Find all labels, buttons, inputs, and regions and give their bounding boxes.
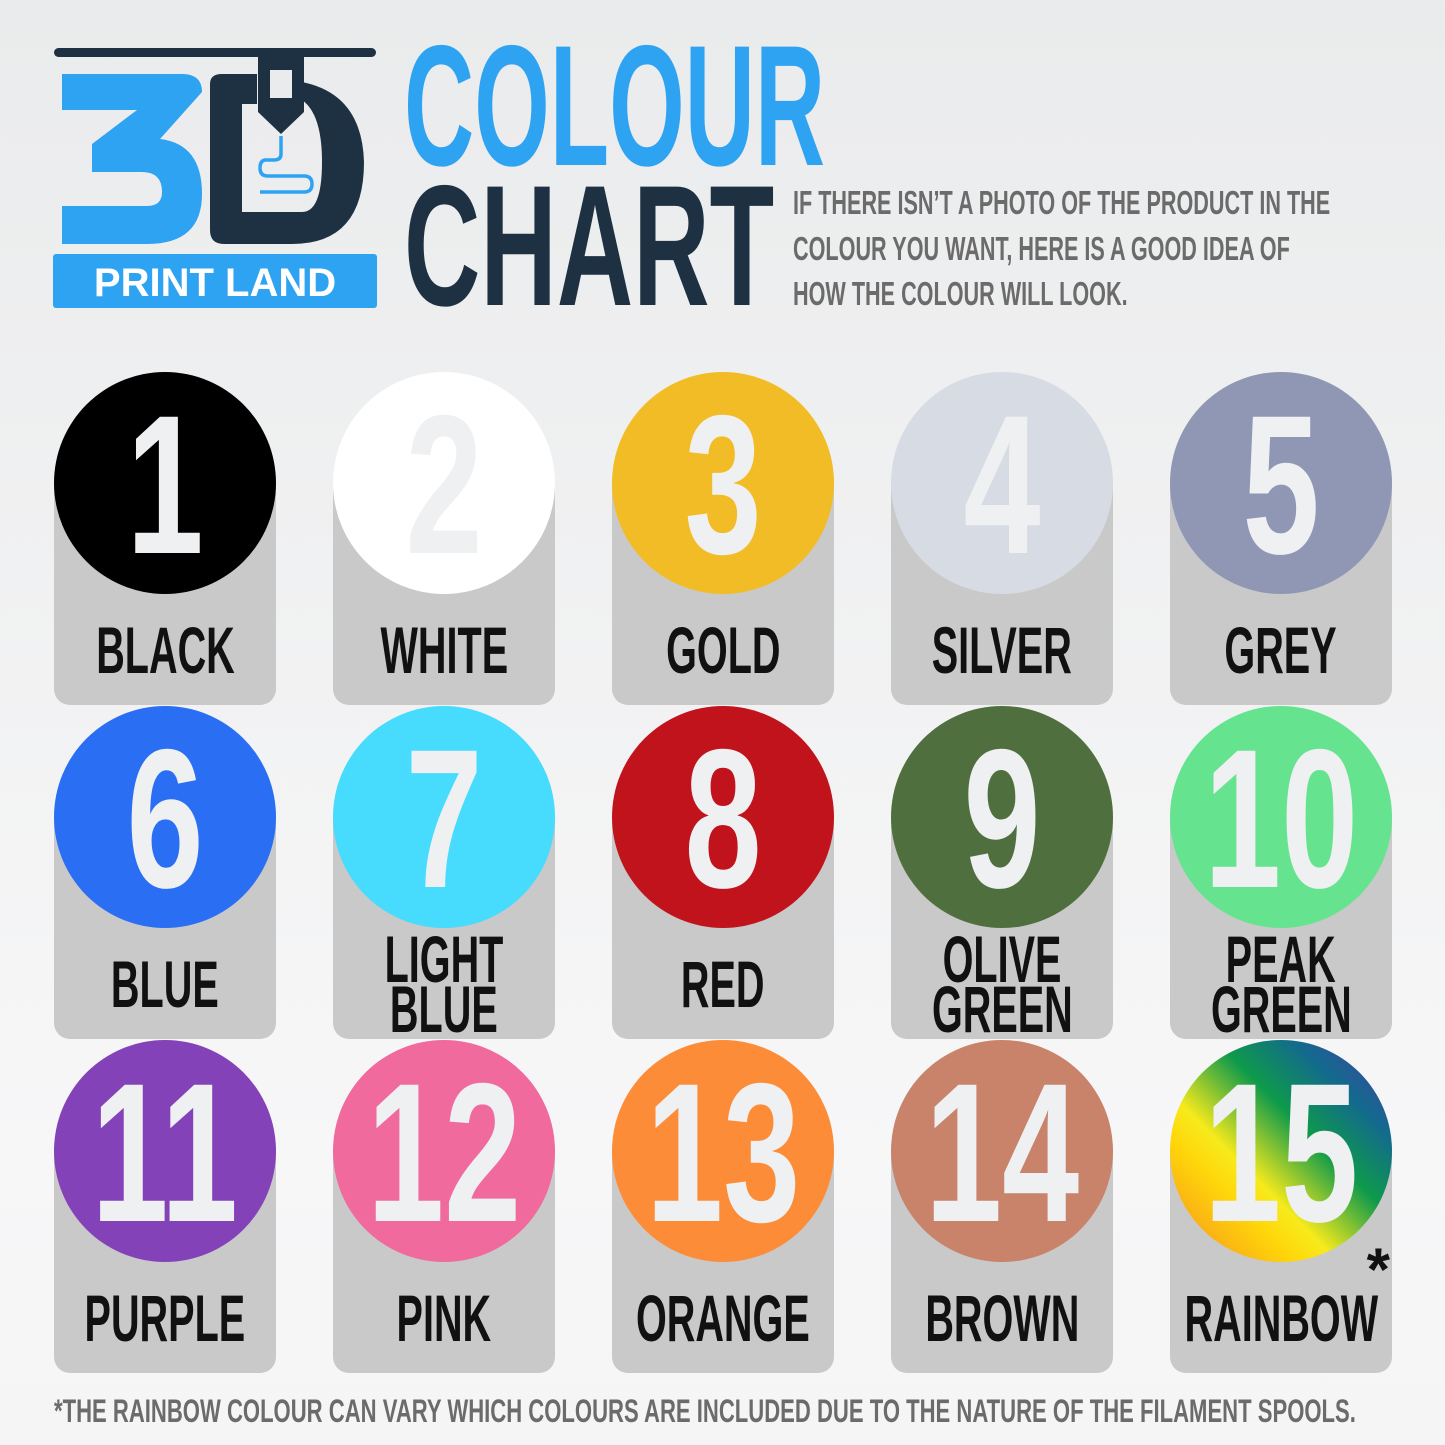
- asterisk: *: [1366, 1236, 1390, 1303]
- colour-card-silver: 4 SILVER: [891, 372, 1113, 705]
- colour-card-orange: 13 ORANGE: [612, 1040, 834, 1373]
- colour-card-white: 2 WHITE: [333, 372, 555, 705]
- colour-label: WHITE: [313, 594, 575, 705]
- colour-number: 2: [405, 374, 483, 594]
- colour-number: 6: [126, 708, 204, 928]
- colour-label-line: GOLD: [665, 612, 781, 687]
- colour-swatch: 11: [54, 1040, 276, 1262]
- colour-swatch: 4: [891, 372, 1113, 594]
- colour-card-brown: 14 BROWN: [891, 1040, 1113, 1373]
- colour-label: GOLD: [592, 594, 854, 705]
- colour-label: PINK: [313, 1262, 575, 1373]
- colour-label: GREY: [1150, 594, 1412, 705]
- colour-label-line: PEAK: [1225, 921, 1337, 996]
- colour-card-purple: 11 PURPLE: [54, 1040, 276, 1373]
- colour-label-line: ORANGE: [636, 1280, 810, 1355]
- colour-label-line: BLUE: [111, 946, 219, 1021]
- colour-swatch: 9: [891, 706, 1113, 928]
- colour-label-line: LIGHT: [384, 921, 504, 996]
- colour-swatch: 1: [54, 372, 276, 594]
- colour-swatch: 14: [891, 1040, 1113, 1262]
- colour-label: ORANGE: [592, 1262, 854, 1373]
- title-chart: CHART: [404, 150, 775, 342]
- colour-card-pink: 12 PINK: [333, 1040, 555, 1373]
- colour-swatch: 3: [612, 372, 834, 594]
- footnote: *THE RAINBOW COLOUR CAN VARY WHICH COLOU…: [54, 1393, 1356, 1429]
- colour-swatch: 13: [612, 1040, 834, 1262]
- colour-label-line: BROWN: [925, 1280, 1079, 1355]
- colour-label: BROWN: [871, 1262, 1133, 1373]
- colour-number: 4: [963, 374, 1041, 594]
- colour-label-line: PURPLE: [84, 1280, 246, 1355]
- colour-number: 5: [1242, 374, 1320, 594]
- colour-label-line: RED: [681, 946, 765, 1021]
- colour-number: 1: [126, 374, 204, 594]
- subtitle-line: HOW THE COLOUR WILL LOOK.: [793, 275, 1128, 312]
- subtitle-line: IF THERE ISN’T A PHOTO OF THE PRODUCT IN…: [793, 184, 1331, 221]
- subtitle: IF THERE ISN’T A PHOTO OF THE PRODUCT IN…: [793, 180, 1445, 317]
- colour-label: PEAK GREEN: [1150, 921, 1412, 1046]
- colour-number: 7: [405, 708, 483, 928]
- logo-wordmark: PRINT LAND: [94, 261, 336, 305]
- colour-card-olive-green: 9 OLIVE GREEN: [891, 706, 1113, 1042]
- title-colour: COLOUR: [404, 10, 826, 202]
- colour-card-black: 1 BLACK: [54, 372, 276, 705]
- colour-label-line: OLIVE: [942, 921, 1062, 996]
- subtitle-line: COLOUR YOU WANT, HERE IS A GOOD IDEA OF: [793, 229, 1290, 267]
- colour-label-line: BLACK: [95, 612, 235, 687]
- colour-swatch: 7: [333, 706, 555, 928]
- colour-number: 10: [1203, 708, 1359, 928]
- colour-swatch: 15: [1170, 1040, 1392, 1262]
- colour-label: LIGHT BLUE: [313, 921, 575, 1046]
- colour-label-line: GREEN: [931, 971, 1073, 1046]
- colour-swatch: 5: [1170, 372, 1392, 594]
- colour-label: RAINBOW: [1150, 1262, 1412, 1373]
- colour-card-rainbow: 15 RAINBOW *: [1170, 1040, 1392, 1373]
- colour-label: OLIVE GREEN: [871, 921, 1133, 1046]
- 3d-print-land-logo: PRINT LAND: [53, 48, 377, 308]
- colour-label-line: SILVER: [931, 612, 1073, 687]
- colour-card-red: 8 RED: [612, 706, 834, 1039]
- colour-label: BLACK: [34, 594, 296, 705]
- colour-swatch: 2: [333, 372, 555, 594]
- colour-swatch: 8: [612, 706, 834, 928]
- colour-swatch: 6: [54, 706, 276, 928]
- colour-label-line: WHITE: [380, 612, 508, 687]
- colour-card-grey: 5 GREY: [1170, 372, 1392, 705]
- colour-number: 14: [924, 1042, 1080, 1262]
- colour-number: 15: [1203, 1042, 1359, 1262]
- colour-number: 3: [684, 374, 762, 594]
- colour-label-line: GREY: [1224, 612, 1338, 687]
- colour-label-line: PINK: [396, 1280, 492, 1355]
- colour-number: 13: [645, 1042, 801, 1262]
- colour-card-blue: 6 BLUE: [54, 706, 276, 1039]
- colour-number: 9: [963, 708, 1041, 928]
- colour-card-light-blue: 7 LIGHT BLUE: [333, 706, 555, 1042]
- colour-card-gold: 3 GOLD: [612, 372, 834, 705]
- colour-number: 8: [684, 708, 762, 928]
- colour-label: SILVER: [871, 594, 1133, 705]
- colour-label-line: RAINBOW: [1184, 1280, 1378, 1355]
- colour-swatch: 12: [333, 1040, 555, 1262]
- colour-label-line: BLUE: [390, 971, 498, 1046]
- colour-label-line: GREEN: [1210, 971, 1352, 1046]
- colour-swatch: 10: [1170, 706, 1392, 928]
- colour-number: 11: [91, 1042, 239, 1262]
- colour-card-peak-green: 10 PEAK GREEN: [1170, 706, 1392, 1042]
- colour-label: BLUE: [34, 928, 296, 1039]
- colour-label: PURPLE: [34, 1262, 296, 1373]
- colour-number: 12: [366, 1042, 522, 1262]
- colour-label: RED: [592, 928, 854, 1039]
